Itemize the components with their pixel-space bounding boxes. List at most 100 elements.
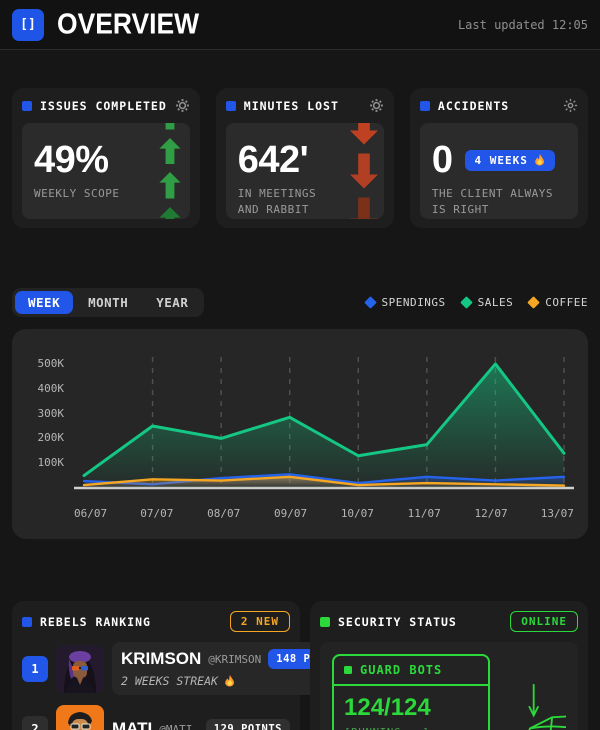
app-header: [] OVERVIEW Last updated 12:05 (0, 0, 600, 50)
accidents-value: 0 (431, 139, 453, 181)
issues-caption: WEEKLY SCOPE (34, 187, 120, 200)
blue-square-icon (22, 616, 32, 627)
y-tick: 300K (37, 406, 65, 420)
card-issues-completed: ISSUES COMPLETED 49% WEEKLY SCOPE (12, 88, 200, 228)
player-handle: @MATI (159, 722, 193, 730)
weeks-streak-badge: 4 WEEKS (464, 149, 555, 171)
minutes-value: 642' (237, 139, 309, 181)
legend-sales-label: SALES (477, 296, 514, 309)
flame-icon (225, 674, 234, 686)
y-tick: 400K (37, 381, 65, 395)
arrow-up-icon (165, 123, 175, 130)
blue-square-icon (22, 100, 32, 111)
card-accidents-header: ACCIDENTS (419, 98, 578, 113)
security-status-card: SECURITY STATUS ONLINE GUARD BOTS 124/12… (310, 601, 588, 730)
card-minutes-body: 642' IN MEETINGS AND RABBIT HOLES (225, 123, 384, 219)
x-axis-labels: 06/07 07/07 08/07 09/07 10/07 11/07 12/0… (74, 507, 574, 520)
security-body: GUARD BOTS 124/124 [RUNNING...] (320, 642, 578, 730)
chart-legend: SPENDINGS SALES COFFEE (363, 296, 588, 309)
card-accidents-title: ACCIDENTS (437, 98, 510, 113)
y-axis-labels: 500K 400K 300K 200K 100K (18, 351, 74, 491)
plot-region: 06/07 07/07 08/07 09/07 10/07 11/07 12/0… (74, 351, 574, 520)
main-content: ISSUES COMPLETED 49% WEEKLY SCOPE MIN (0, 88, 600, 730)
trend-up-arrows (156, 123, 184, 219)
security-header: SECURITY STATUS ONLINE (320, 611, 578, 632)
legend-spendings-label: SPENDINGS (381, 296, 446, 309)
card-issues-title: ISSUES COMPLETED (40, 98, 167, 113)
rebels-ranking-card: REBELS RANKING 2 NEW 1 KRIMSON @KRIMSON … (12, 601, 362, 730)
guard-bots-body: 124/124 [RUNNING...] (334, 686, 488, 730)
y-tick: 100K (37, 456, 65, 470)
ranking-row-1[interactable]: 1 KRIMSON @KRIMSON 148 POINTS 2 WEEKS ST… (22, 642, 362, 695)
flame-icon (535, 153, 544, 165)
tab-month[interactable]: MONTH (88, 295, 129, 310)
chart-canvas (74, 357, 574, 490)
settings-gear-icon[interactable] (175, 98, 190, 113)
x-tick: 09/07 (273, 507, 308, 520)
x-tick: 12/07 (474, 507, 508, 520)
y-tick: 200K (37, 431, 65, 445)
arrow-down-icon (349, 197, 378, 219)
robot-wireframe (502, 654, 566, 730)
ranking-title: REBELS RANKING (40, 614, 151, 629)
app-logo-glyph: [] (20, 17, 36, 32)
chart-controls: WEEK MONTH YEAR SPENDINGS SALES COFFEE (12, 288, 588, 317)
tab-year[interactable]: YEAR (156, 295, 189, 310)
diamond-icon (527, 296, 541, 309)
tab-week[interactable]: WEEK (15, 291, 74, 314)
settings-sun-icon[interactable] (563, 98, 578, 113)
guard-bots-title: GUARD BOTS (360, 663, 443, 677)
accidents-caption: THE CLIENT ALWAYS IS RIGHT (431, 187, 553, 216)
guard-bots-count: 124/124 (344, 694, 431, 721)
app-logo[interactable]: [] (12, 8, 44, 41)
legend-spendings[interactable]: SPENDINGS (363, 296, 446, 309)
trend-down-arrows (349, 123, 378, 219)
minutes-caption: IN MEETINGS AND RABBIT HOLES (237, 187, 317, 219)
streak-row: 2 WEEKS STREAK (121, 674, 352, 688)
card-issues-body: 49% WEEKLY SCOPE (22, 123, 190, 219)
settings-gear-icon[interactable] (369, 98, 384, 113)
player-name: KRIMSON (121, 649, 202, 668)
streak-label: 2 WEEKS STREAK (121, 674, 218, 688)
legend-coffee-label: COFFEE (545, 296, 588, 309)
player-name: MATI (112, 719, 153, 730)
player-row: MATI @MATI 129 POINTS (112, 719, 290, 730)
bottom-cards-row: REBELS RANKING 2 NEW 1 KRIMSON @KRIMSON … (12, 601, 588, 730)
green-square-icon (344, 666, 352, 674)
x-tick: 13/07 (540, 507, 574, 520)
accidents-value-row: 0 4 WEEKS (432, 141, 566, 179)
legend-coffee[interactable]: COFFEE (527, 296, 588, 309)
chart-area: 500K 400K 300K 200K 100K 06/07 07/07 08/07 0… (18, 351, 574, 520)
rank-number: 2 (22, 716, 48, 730)
arrow-up-icon (159, 206, 181, 219)
period-tabs: WEEK MONTH YEAR (12, 288, 205, 317)
guard-column: GUARD BOTS 124/124 [RUNNING...] (332, 654, 490, 730)
x-tick: 10/07 (340, 507, 374, 520)
page-title: OVERVIEW (57, 8, 200, 40)
arrow-down-icon (349, 123, 378, 145)
card-accidents-body: 0 4 WEEKS THE CLIENT ALWAYS IS RIGHT (419, 123, 578, 219)
avatar (56, 644, 104, 693)
player-handle: @KRIMSON (208, 652, 262, 666)
chart-card: 500K 400K 300K 200K 100K 06/07 07/07 08/07 0… (12, 329, 588, 539)
diamond-icon (363, 296, 377, 309)
arrow-up-icon (159, 172, 181, 199)
points-badge: 129 POINTS (205, 719, 290, 730)
guard-bots-status: [RUNNING...] (344, 726, 478, 730)
legend-sales[interactable]: SALES (459, 296, 514, 309)
rank-number: 1 (22, 655, 48, 682)
guard-bots-header: GUARD BOTS (334, 656, 488, 686)
blue-square-icon (419, 100, 430, 111)
ranking-header: REBELS RANKING 2 NEW (22, 611, 290, 632)
y-tick: 500K (37, 356, 65, 370)
weeks-streak-label: 4 WEEKS (474, 153, 528, 167)
ranking-row-2[interactable]: 2 MATI @MATI 129 POINTS (22, 705, 290, 730)
card-minutes-title: MINUTES LOST (243, 98, 339, 113)
issues-value: 49% (34, 139, 109, 181)
card-issues-header: ISSUES COMPLETED (22, 98, 190, 113)
blue-square-icon (225, 100, 236, 111)
guard-bots-box: GUARD BOTS 124/124 [RUNNING...] (332, 654, 490, 730)
x-tick: 06/07 (74, 507, 108, 520)
arrow-down-icon (349, 153, 378, 189)
last-updated: Last updated 12:05 (457, 17, 588, 32)
